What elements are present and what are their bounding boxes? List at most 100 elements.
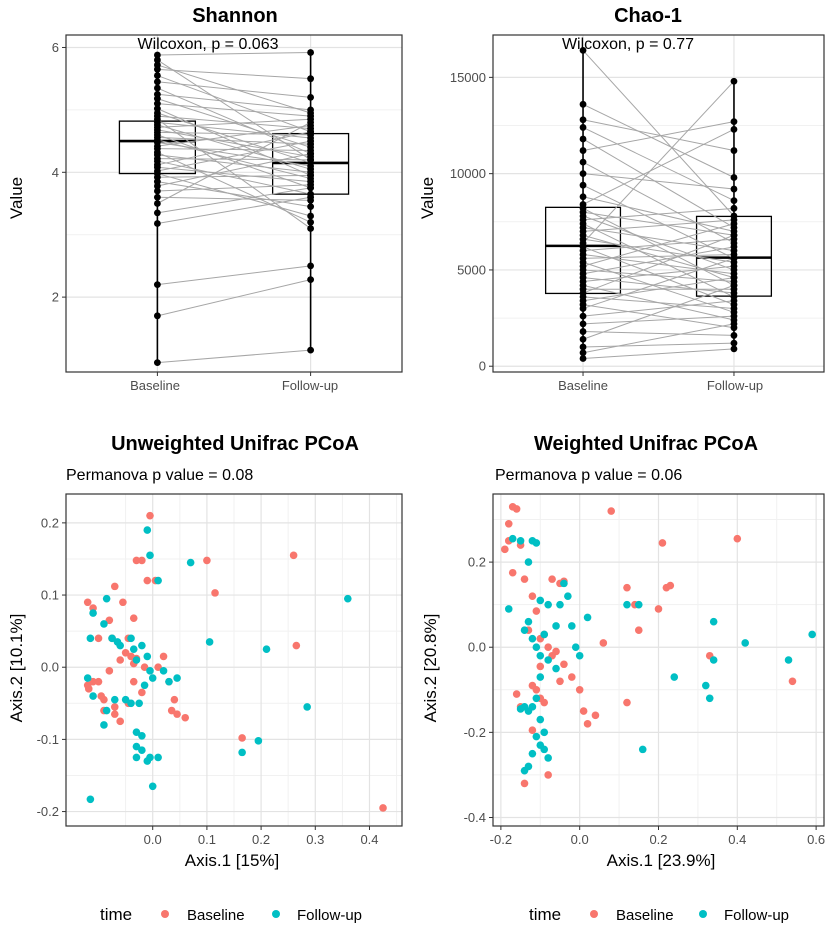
point-baseline: [153, 281, 161, 289]
pair-line: [582, 304, 735, 329]
legend-label-baseline: Baseline: [616, 907, 674, 924]
point-baseline: [110, 582, 119, 591]
point-follow-up: [132, 728, 141, 736]
pair-line: [157, 93, 311, 111]
point-follow-up: [634, 600, 643, 609]
point-baseline: [153, 200, 161, 207]
pair-line: [582, 227, 735, 252]
point-baseline: [528, 592, 537, 600]
point-baseline: [211, 589, 219, 597]
pair-line: [582, 184, 735, 259]
point-baseline: [607, 507, 616, 515]
point-baseline: [84, 685, 93, 693]
y-tick-label: -0.2: [37, 804, 59, 819]
panel-chao1: Chao-1 Value Baseline Follow-up: [418, 5, 763, 393]
point-baseline: [121, 648, 130, 657]
point-follow-up: [552, 622, 560, 630]
point-follow-up: [536, 715, 545, 724]
point-follow-up: [254, 737, 263, 745]
point-followup: [307, 196, 315, 204]
point-baseline: [153, 209, 161, 217]
point-followup: [307, 346, 315, 354]
pair-line: [582, 126, 735, 202]
point-follow-up: [148, 782, 157, 791]
point-follow-up: [520, 703, 529, 711]
point-baseline: [181, 713, 190, 722]
point-baseline: [579, 355, 587, 362]
point-follow-up: [520, 766, 529, 775]
pair-line: [582, 300, 735, 317]
panel-border: [65, 493, 403, 827]
pair-line: [157, 181, 311, 208]
point-follow-up: [705, 694, 714, 703]
x-tick-label: 0.6: [807, 832, 825, 847]
point-baseline: [153, 187, 161, 195]
pair-line: [582, 138, 735, 229]
point-baseline: [127, 652, 135, 661]
point-baseline: [110, 703, 119, 711]
y-tick-label: 0.0: [468, 640, 486, 655]
point-followup: [730, 231, 738, 239]
point-baseline: [654, 605, 663, 613]
point-baseline: [579, 328, 587, 335]
legend-marker-baseline: [590, 910, 598, 918]
point-followup: [307, 94, 315, 101]
point-follow-up: [110, 695, 119, 704]
point-follow-up: [575, 651, 584, 660]
point-follow-up: [135, 699, 143, 708]
point-follow-up: [238, 748, 246, 757]
x-tick-label: 0.3: [306, 832, 324, 847]
plot-area-2: -0.2 -0.1 0.0 0.1 0.2 0.0 0.1 0.2 0.3 0.4: [37, 493, 403, 847]
point-follow-up: [159, 667, 168, 675]
point-follow-up: [344, 594, 352, 603]
point-followup: [307, 184, 315, 192]
point-followup: [307, 190, 315, 198]
pair-line: [582, 219, 735, 232]
point-follow-up: [516, 537, 525, 545]
point-baseline: [116, 717, 124, 726]
point-baseline: [105, 616, 114, 625]
point-follow-up: [100, 620, 108, 628]
point-baseline: [132, 556, 141, 565]
point-baseline: [501, 545, 509, 554]
legend-label-followup: Follow-up: [724, 907, 789, 924]
point-followup: [307, 212, 315, 220]
point-baseline: [153, 78, 161, 86]
point-follow-up: [138, 746, 146, 755]
point-followup: [730, 320, 738, 328]
point-followup: [730, 281, 738, 289]
pair-line: [157, 187, 311, 214]
point-followup: [307, 218, 315, 226]
point-followup: [730, 312, 738, 320]
point-follow-up: [86, 795, 95, 804]
point-baseline: [153, 61, 161, 69]
point-followup: [730, 262, 738, 270]
y-tick-label: 5000: [457, 262, 486, 277]
pair-line: [157, 196, 311, 224]
pair-line: [582, 207, 735, 286]
point-baseline: [508, 568, 517, 577]
pair-line: [582, 261, 735, 313]
point-baseline: [173, 710, 181, 718]
point-follow-up: [568, 622, 576, 630]
pair-line: [583, 254, 734, 259]
pair-line: [582, 265, 735, 282]
point-follow-up: [262, 645, 271, 653]
point-follow-up: [524, 558, 533, 566]
point-followup: [307, 128, 315, 136]
point-follow-up: [303, 703, 311, 711]
pair-line: [582, 128, 735, 205]
point-baseline: [568, 673, 576, 681]
point-followup: [730, 185, 738, 193]
point-followup: [730, 118, 738, 126]
pair-line: [582, 296, 735, 309]
point-followup: [730, 77, 738, 85]
pair-line: [582, 238, 735, 263]
point-baseline: [579, 47, 587, 54]
point-followup: [730, 305, 738, 312]
y-tick-label: 0: [479, 359, 486, 374]
point-baseline: [520, 779, 529, 788]
point-follow-up: [132, 742, 141, 751]
point-baseline: [544, 771, 552, 779]
chart-title: Shannon: [192, 5, 278, 27]
